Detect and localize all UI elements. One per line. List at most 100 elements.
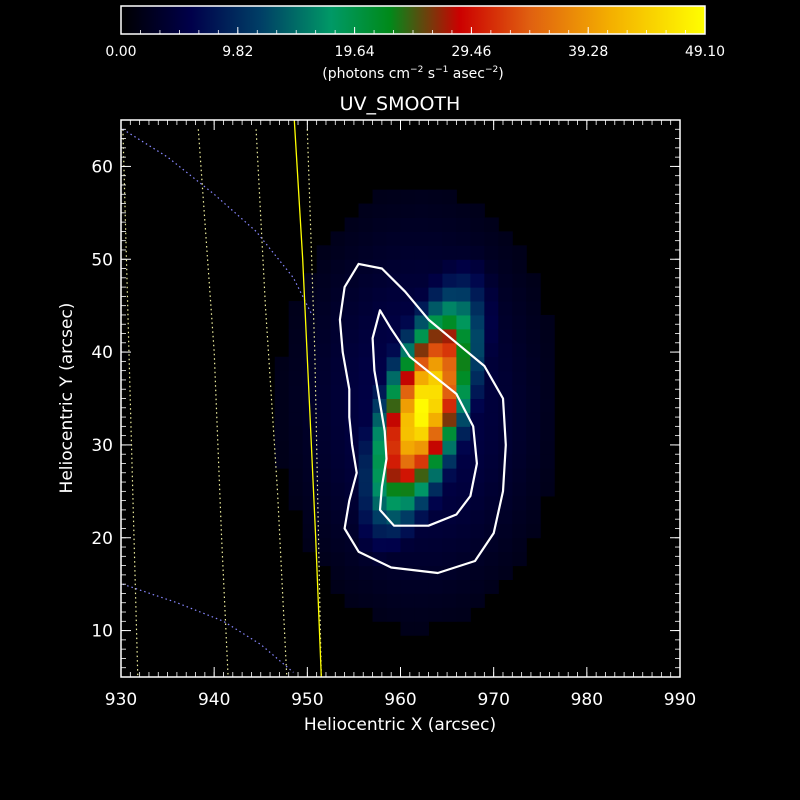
heatmap-cell [288, 495, 304, 511]
heatmap-cell [274, 398, 290, 413]
heatmap-cell [400, 314, 415, 330]
heatmap-cell [456, 259, 471, 274]
heatmap-cell [316, 301, 332, 316]
heatmap-cell [428, 301, 443, 316]
heatmap-cell [540, 440, 555, 455]
heatmap-cell [288, 384, 304, 399]
heatmap-cell [372, 273, 388, 288]
heatmap-cell [428, 412, 443, 427]
x-tick-label: 970 [477, 690, 509, 710]
heatmap-cell [428, 495, 443, 511]
heatmap-cell [400, 301, 415, 316]
heatmap-cell [288, 398, 304, 413]
heatmap-cell [358, 273, 374, 288]
heatmap-cell [470, 384, 485, 399]
colorbar-tick-label: 0.00 [105, 44, 136, 60]
x-axis-label: Heliocentric X (arcsec) [304, 715, 496, 735]
heatmap-cell [358, 203, 374, 218]
heatmap-cell [372, 454, 388, 469]
heatmap-cell [414, 356, 429, 372]
heatmap-cell [330, 231, 346, 246]
heatmap-cell [512, 328, 527, 344]
heatmap-cell [414, 245, 429, 260]
heatmap-cell [470, 509, 485, 525]
heatmap-cell [400, 607, 415, 622]
heatmap-cell [428, 203, 443, 218]
heatmap-cell [372, 287, 388, 302]
heatmap-cell [456, 565, 471, 581]
heatmap-cell [330, 579, 346, 594]
heatmap-cell [540, 314, 555, 330]
heatmap-cell [330, 551, 346, 567]
heatmap-cell [344, 301, 360, 316]
heatmap-cell [302, 468, 318, 483]
heatmap-cell [512, 384, 527, 399]
heatmap-cell [526, 301, 541, 316]
heatmap-cell [498, 523, 513, 539]
heatmap-cell [372, 245, 388, 260]
heatmap-cell [456, 245, 471, 260]
heatmap-cell [428, 356, 443, 372]
x-tick-label: 950 [291, 690, 323, 710]
heatmap-cell [344, 356, 360, 372]
heatmap-cell [442, 454, 457, 469]
heatmap-cell [302, 370, 318, 386]
heatmap-cell [358, 579, 374, 594]
coordinate-grid [122, 120, 322, 677]
colorbar-ticks: 0.00 9.82 19.64 29.46 39.28 49.10 [105, 27, 725, 60]
heatmap-cell [386, 537, 401, 553]
heatmap-cell [526, 384, 541, 399]
heatmap-cell [428, 328, 443, 344]
heatmap-cell [330, 412, 346, 427]
heatmap-cell [400, 468, 415, 483]
heatmap-cell [498, 245, 513, 260]
heatmap-cell [288, 301, 304, 316]
heatmap-cell [484, 384, 499, 399]
heatmap-cell [316, 482, 332, 497]
heatmap-cell [428, 217, 443, 232]
heatmap-cell [484, 287, 499, 302]
heatmap-cell [302, 356, 318, 372]
heatmap-cell [442, 245, 457, 260]
heatmap-cell [372, 579, 388, 594]
heatmap-cell [414, 482, 429, 497]
heatmap-cell [358, 398, 374, 413]
heatmap-cell [316, 370, 332, 386]
heatmap-cell [456, 356, 471, 372]
heatmap-cell [414, 189, 429, 205]
heatmap-cell [442, 523, 457, 539]
heatmap-cell [358, 356, 374, 372]
heatmap-cell [344, 328, 360, 344]
heatmap-cell [456, 287, 471, 302]
heatmap-cell [414, 384, 429, 399]
heatmap-cell [386, 509, 401, 525]
colorbar-bar [120, 5, 706, 35]
heatmap-cell [484, 509, 499, 525]
heatmap-cell [316, 245, 332, 260]
heatmap-cell [400, 203, 415, 218]
heatmap-cell [428, 440, 443, 455]
heatmap-cell [498, 482, 513, 497]
heatmap-cell [372, 593, 388, 608]
heatmap-cell [372, 412, 388, 427]
heatmap-cell [358, 314, 374, 330]
heatmap-cell [386, 412, 401, 427]
heatmap-cell [484, 440, 499, 455]
heatmap-cell [442, 551, 457, 567]
heatmap-cell [344, 384, 360, 399]
heatmap-cell [526, 287, 541, 302]
heatmap-cell [498, 301, 513, 316]
heatmap-cell [442, 398, 457, 413]
heatmap-cell [428, 468, 443, 483]
heatmap-cell [456, 328, 471, 344]
coordinate-grid-line [197, 129, 229, 677]
heatmap-cell [512, 356, 527, 372]
heatmap-cell [414, 287, 429, 302]
heatmap-cell [484, 468, 499, 483]
heatmap-cell [526, 328, 541, 344]
heatmap-cell [414, 454, 429, 469]
solar-limb-line [293, 120, 322, 677]
heatmap-cell [372, 523, 388, 539]
heatmap-cell [442, 259, 457, 274]
heatmap-cell [344, 579, 360, 594]
